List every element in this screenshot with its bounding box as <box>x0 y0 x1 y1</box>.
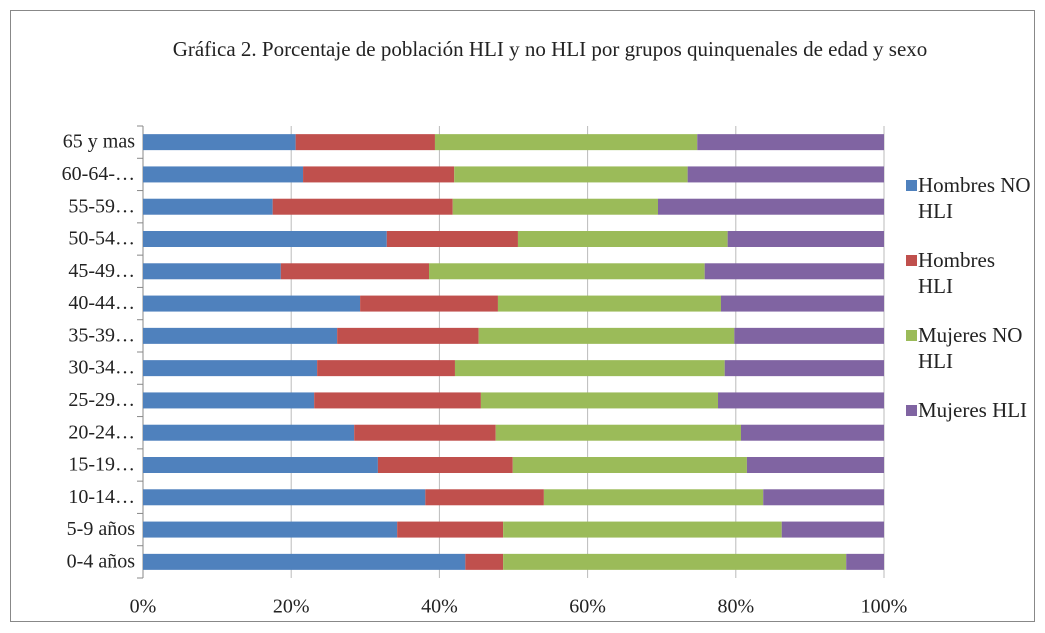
legend-label: Mujeres HLI <box>918 398 1028 422</box>
bar-segment <box>495 424 741 441</box>
bar-segment <box>143 134 296 151</box>
legend-label: Hombres NO HLI <box>918 173 1031 223</box>
y-tick-label: 10-14… <box>68 486 135 508</box>
bar-segment <box>657 198 884 215</box>
bar-segment <box>740 424 884 441</box>
y-tick-label: 55-59… <box>68 195 135 217</box>
y-tick-label: 20-24… <box>68 421 135 443</box>
bar-segment <box>143 166 304 183</box>
x-tick-label: 60% <box>569 596 606 618</box>
bar-segment <box>143 360 318 377</box>
legend-item: Mujeres HLI <box>906 397 1033 423</box>
bar-segment <box>386 231 518 247</box>
bar-segment <box>272 198 453 215</box>
bar-segment <box>143 295 361 312</box>
x-tick-label: 0% <box>130 596 157 618</box>
bar-segment <box>425 489 544 506</box>
bar-segment <box>143 327 338 344</box>
bar-segment <box>360 295 498 312</box>
bar-segment <box>512 457 747 473</box>
legend-swatch <box>906 405 917 416</box>
bar-segment <box>317 360 455 377</box>
bar-segment <box>143 198 273 215</box>
bar-segment <box>846 553 884 570</box>
x-tick-label: 100% <box>861 596 908 618</box>
bar-segment <box>143 263 281 280</box>
bar-segment <box>763 489 884 506</box>
y-tick-label: 5-9 años <box>67 518 136 540</box>
bar-segment <box>718 392 884 409</box>
chart-title: Gráfica 2. Porcentaje de población HLI y… <box>172 37 928 61</box>
x-tick-label: 80% <box>717 596 754 618</box>
bar-segment <box>354 424 496 441</box>
y-tick-label: 25-29… <box>68 389 135 411</box>
bar-segment <box>781 521 884 538</box>
bar-segment <box>429 263 705 280</box>
bar-segment <box>143 553 466 570</box>
bar-segment <box>465 553 504 570</box>
bar-segment <box>517 231 728 247</box>
bar-segment <box>295 134 435 151</box>
bar-segment <box>434 134 698 151</box>
y-tick-label: 50-54… <box>68 228 135 250</box>
bar-segment <box>746 457 884 473</box>
y-tick-label: 35-39… <box>68 324 135 346</box>
bar-segment <box>143 457 378 473</box>
y-tick-label: 0-4 años <box>67 550 136 572</box>
bar-segment <box>314 392 481 409</box>
bar-segment <box>497 295 721 312</box>
legend-item: Mujeres NO HLI <box>906 322 1033 374</box>
bar-segment <box>143 521 398 538</box>
bar-segment <box>143 231 387 247</box>
bar-segment <box>727 231 884 247</box>
bar-segment <box>377 457 513 473</box>
bar-segment <box>143 424 355 441</box>
bar-segment <box>303 166 455 183</box>
bar-segment <box>543 489 764 506</box>
bar-segment <box>687 166 884 183</box>
bar-segment <box>503 553 847 570</box>
y-tick-label: 15-19… <box>68 454 135 476</box>
legend-item: Hombres NO HLI <box>906 172 1033 224</box>
bar-segment <box>143 392 315 409</box>
y-tick-label: 30-34… <box>68 357 135 379</box>
legend-swatch <box>906 255 917 266</box>
bar-segment <box>503 521 782 538</box>
y-tick-label: 60-64-… <box>62 163 135 185</box>
bar-segment <box>143 489 426 506</box>
bar-segment <box>734 327 884 344</box>
x-tick-label: 20% <box>273 596 310 618</box>
y-tick-label: 40-44… <box>68 292 135 314</box>
bar-segment <box>454 360 725 377</box>
bar-segment <box>337 327 479 344</box>
bar-segment <box>720 295 884 312</box>
bar-segment <box>724 360 884 377</box>
bar-segment <box>454 166 688 183</box>
bar-segment <box>480 392 719 409</box>
legend-item: Hombres HLI <box>906 247 1033 299</box>
bar-segment <box>280 263 430 280</box>
legend-swatch <box>906 330 917 341</box>
legend-label: Hombres HLI <box>918 248 995 298</box>
legend-label: Mujeres NO HLI <box>918 323 1023 373</box>
bar-segment <box>397 521 504 538</box>
y-tick-label: 45-49… <box>68 260 135 282</box>
bar-segment <box>478 327 735 344</box>
bar-segment <box>697 134 884 151</box>
legend-swatch <box>906 180 917 191</box>
chart-frame <box>10 10 1035 622</box>
bar-segment <box>452 198 658 215</box>
y-tick-label: 65 y mas <box>63 131 135 153</box>
x-tick-label: 40% <box>421 596 458 618</box>
bar-segment <box>704 263 884 280</box>
